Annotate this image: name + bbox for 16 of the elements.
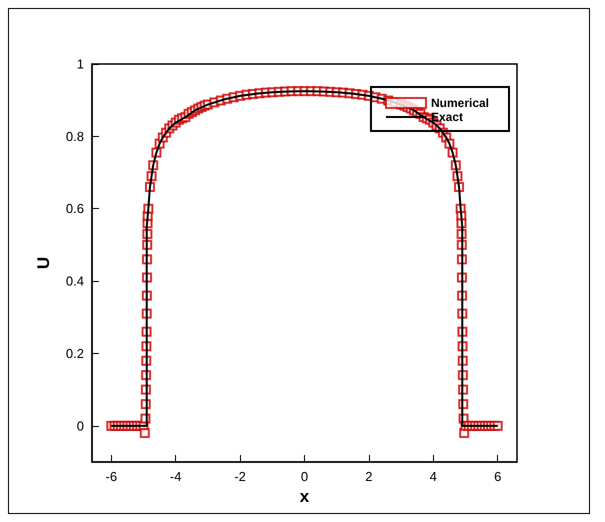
x-tick-label: 2 bbox=[365, 469, 373, 484]
y-axis-title: U bbox=[34, 256, 53, 270]
x-tick-label: -6 bbox=[106, 469, 118, 484]
y-tick-label: 0.4 bbox=[66, 274, 84, 289]
y-tick-label: 0.2 bbox=[66, 346, 84, 361]
legend-label: Numerical bbox=[430, 96, 490, 110]
x-tick-label: -2 bbox=[234, 469, 246, 484]
x-tick-label: 4 bbox=[430, 469, 437, 484]
y-tick-label: 0.8 bbox=[66, 128, 84, 144]
y-tick-label: 1 bbox=[76, 56, 84, 72]
y-tick-label: 0 bbox=[76, 418, 84, 434]
x-tick-label: -4 bbox=[170, 469, 182, 484]
x-axis-title: x bbox=[300, 486, 310, 506]
x-tick-label: 6 bbox=[494, 469, 502, 484]
y-tick-label: 0.6 bbox=[66, 201, 84, 216]
x-tick-label: 0 bbox=[300, 469, 308, 484]
